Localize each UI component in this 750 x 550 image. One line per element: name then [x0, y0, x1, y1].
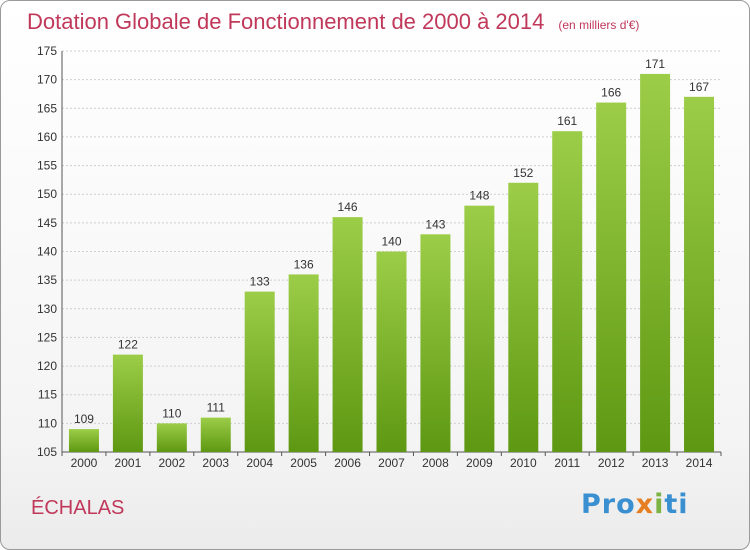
y-tick-label: 110 [38, 416, 57, 430]
x-tick-label: 2003 [202, 456, 229, 470]
data-label: 133 [250, 275, 270, 289]
y-tick-label: 165 [37, 101, 57, 115]
bar [288, 274, 319, 452]
x-tick-label: 2009 [466, 456, 493, 470]
y-tick-label: 105 [37, 445, 57, 459]
bar [420, 234, 451, 452]
chart-unit: (en milliers d'€) [558, 18, 640, 32]
bar [68, 429, 99, 452]
x-tick-label: 2008 [422, 456, 449, 470]
x-tick-label: 2006 [334, 456, 361, 470]
data-label: 143 [425, 217, 445, 231]
y-tick-label: 115 [38, 388, 57, 402]
bar [508, 182, 539, 452]
bars [68, 73, 715, 453]
data-label: 148 [469, 189, 489, 203]
bar [332, 217, 363, 452]
y-tick-label: 175 [37, 44, 57, 58]
location-name: ÉCHALAS [31, 497, 125, 519]
x-tick-label: 2013 [642, 456, 669, 470]
y-tick-label: 135 [37, 273, 57, 287]
chart-title: Dotation Globale de Fonctionnement de 20… [27, 9, 639, 35]
y-tick-label: 120 [37, 359, 57, 373]
proxiti-logo: Proxiti [581, 489, 689, 520]
x-tick-label: 2011 [554, 456, 580, 470]
bar [640, 73, 671, 453]
data-label: 167 [689, 80, 709, 94]
bar [200, 417, 231, 452]
data-label: 166 [601, 86, 621, 100]
data-label: 111 [207, 401, 226, 415]
bar [156, 423, 187, 452]
x-tick-label: 2014 [686, 456, 713, 470]
x-tick-label: 2007 [378, 456, 405, 470]
x-tick-label: 2005 [290, 456, 317, 470]
y-tick-label: 150 [37, 187, 57, 201]
bar [244, 291, 275, 452]
x-tick-label: 2012 [598, 456, 625, 470]
x-tick-label: 2001 [115, 456, 142, 470]
data-label: 109 [74, 412, 94, 426]
bar [112, 354, 143, 452]
data-labels: 109 122 110 111 133 136 146 140 143 148 152 161 166 1… [74, 57, 709, 426]
bar [552, 131, 583, 452]
x-tick-label: 2002 [158, 456, 185, 470]
chart-title-text: Dotation Globale de Fonctionnement de 20… [27, 9, 545, 34]
data-label: 136 [294, 257, 314, 271]
bar [596, 102, 627, 453]
x-tick-label: 2004 [246, 456, 273, 470]
data-label: 146 [338, 200, 358, 214]
data-label: 152 [513, 166, 533, 180]
data-label: 122 [118, 338, 138, 352]
data-label: 110 [162, 406, 181, 420]
x-tick-label: 2000 [71, 456, 98, 470]
axes: 105 110 115 120 125 130 135 140 145 150 155 160 165 1… [37, 44, 722, 470]
y-tick-label: 125 [37, 330, 57, 344]
data-label: 171 [645, 57, 665, 71]
y-tick-label: 130 [37, 302, 57, 316]
bar [376, 251, 407, 452]
data-label: 140 [381, 235, 401, 249]
y-tick-label: 170 [37, 73, 57, 87]
y-tick-label: 145 [37, 216, 57, 230]
x-tick-label: 2010 [510, 456, 537, 470]
y-tick-label: 140 [37, 245, 57, 259]
y-tick-label: 155 [37, 159, 57, 173]
bar [464, 205, 495, 452]
y-tick-label: 160 [37, 130, 57, 144]
bar [684, 96, 715, 452]
data-label: 161 [557, 114, 577, 128]
